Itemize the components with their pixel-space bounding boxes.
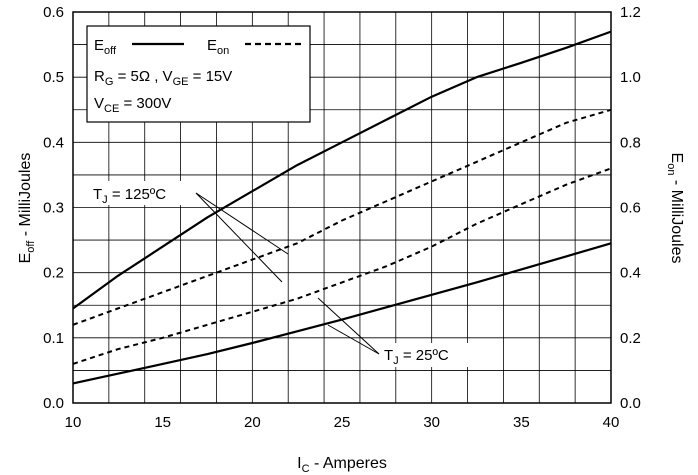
y-right-tick-label: 0.6 [620, 200, 641, 217]
annotation-tj25-text: TJ = 25ºC [384, 347, 449, 367]
y-left-tick-label: 0.1 [43, 330, 64, 347]
series-group [72, 30, 612, 385]
annotation-tj125-box [88, 181, 200, 205]
y-axis-left-label: Eoff - MilliJoules [17, 153, 37, 264]
series-line-eon-2 [72, 108, 612, 326]
annotation-tj25-leader-1 [317, 297, 380, 355]
annotation-tj125-leader-1 [195, 192, 289, 255]
y-left-tick-label: 0.0 [43, 395, 64, 412]
legend-conditions-line1: RG = 5Ω , VGE = 15V [94, 68, 232, 88]
legend-conditions-line2: VCE = 300V [94, 95, 171, 115]
y-left-tick-label: 0.3 [43, 200, 64, 217]
y-axis-right-label: Eon - MilliJoules [665, 153, 685, 264]
y-right-tick-label: 0.8 [620, 134, 641, 151]
annotation-tj125: TJ = 125ºC [88, 181, 289, 283]
x-tick-label: 40 [603, 414, 620, 431]
legend-eoff-label: Eoff [94, 37, 117, 57]
x-tick-label: 25 [334, 414, 351, 431]
series-line-eoff-1 [72, 242, 612, 385]
y-right-tick-label: 0.0 [620, 395, 641, 412]
annotation-tj25: TJ = 25ºC [317, 297, 482, 367]
x-tick-label: 15 [154, 414, 171, 431]
series-line-eoff-0 [72, 30, 612, 310]
annotation-tj25-leader-2 [327, 324, 380, 355]
x-tick-label: 10 [65, 414, 82, 431]
x-axis-label: IC - Amperes [297, 455, 387, 475]
legend: Eoff Eon RG = 5Ω , VGE = 15V VCE = 300V [86, 25, 311, 123]
tick-labels: 10 15 20 25 30 35 400.00.10.20.30.40.50.60.00.… [43, 4, 641, 431]
annotation-tj25-box [377, 343, 482, 367]
y-right-tick-label: 0.4 [620, 265, 641, 282]
y-right-tick-label: 0.2 [620, 330, 641, 347]
y-left-tick-label: 0.4 [43, 134, 64, 151]
series-line-eon-3 [72, 167, 612, 365]
annotation-tj125-text: TJ = 125ºC [93, 186, 166, 206]
plot-frame [72, 11, 612, 404]
legend-box [86, 25, 311, 123]
y-left-tick-label: 0.2 [43, 265, 64, 282]
y-left-tick-label: 0.6 [43, 4, 64, 21]
y-right-tick-label: 1.2 [620, 4, 641, 21]
legend-eon-label: Eon [207, 37, 229, 57]
annotation-tj125-leader-2 [195, 192, 283, 283]
y-left-tick-label: 0.5 [43, 69, 64, 86]
x-tick-label: 20 [244, 414, 261, 431]
y-right-tick-label: 1.0 [620, 69, 641, 86]
x-tick-label: 30 [423, 414, 440, 431]
x-tick-label: 35 [513, 414, 530, 431]
